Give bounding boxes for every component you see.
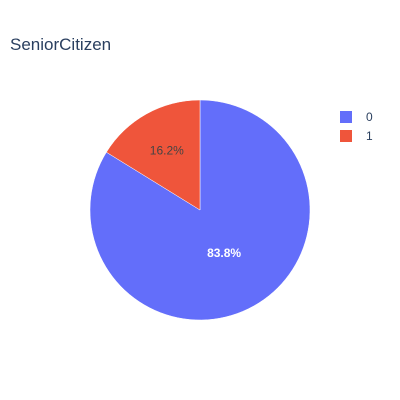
slice-label-0: 83.8% [207,246,241,260]
pie-slice-1[interactable] [106,99,201,211]
slice-label-1: 16.2% [150,143,184,157]
legend-item-0[interactable]: 0 [340,107,373,126]
legend-item-1[interactable]: 1 [340,126,373,145]
legend-label-1: 1 [366,128,373,143]
legend-swatch-1 [340,129,352,142]
legend-label-0: 0 [366,109,373,124]
legend-swatch-0 [340,110,352,123]
chart-title: SeniorCitizen [10,35,112,54]
